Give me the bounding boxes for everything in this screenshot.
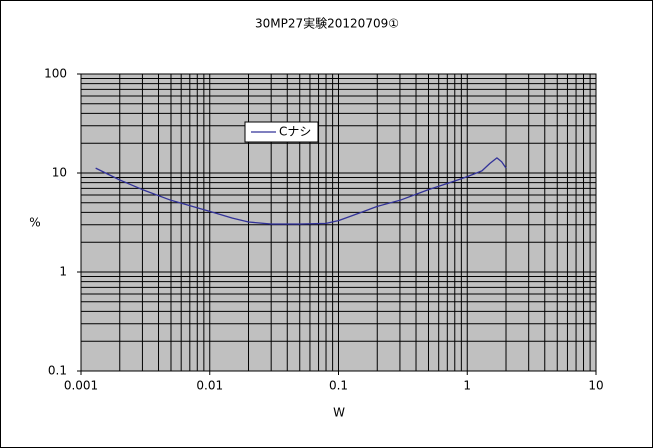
data-line <box>95 157 507 225</box>
x-tick-label: 0.1 <box>329 379 348 393</box>
x-axis-label: W <box>333 406 345 420</box>
y-axis-label: % <box>29 216 40 230</box>
legend-box <box>244 121 319 143</box>
legend-label: Cナシ <box>279 125 311 139</box>
x-tick-label: 1 <box>463 379 471 393</box>
x-tick-label: 0.01 <box>196 379 223 393</box>
y-tick-label: 10 <box>52 166 67 180</box>
x-tick-label: 0.001 <box>64 379 98 393</box>
x-tick-label: 10 <box>588 379 603 393</box>
y-tick-label: 1 <box>59 265 67 279</box>
y-tick-label: 0.1 <box>48 364 67 378</box>
y-tick-label: 100 <box>44 67 67 81</box>
chart-title: 30MP27実験20120709① <box>255 16 399 31</box>
legend: Cナシ <box>244 121 319 143</box>
